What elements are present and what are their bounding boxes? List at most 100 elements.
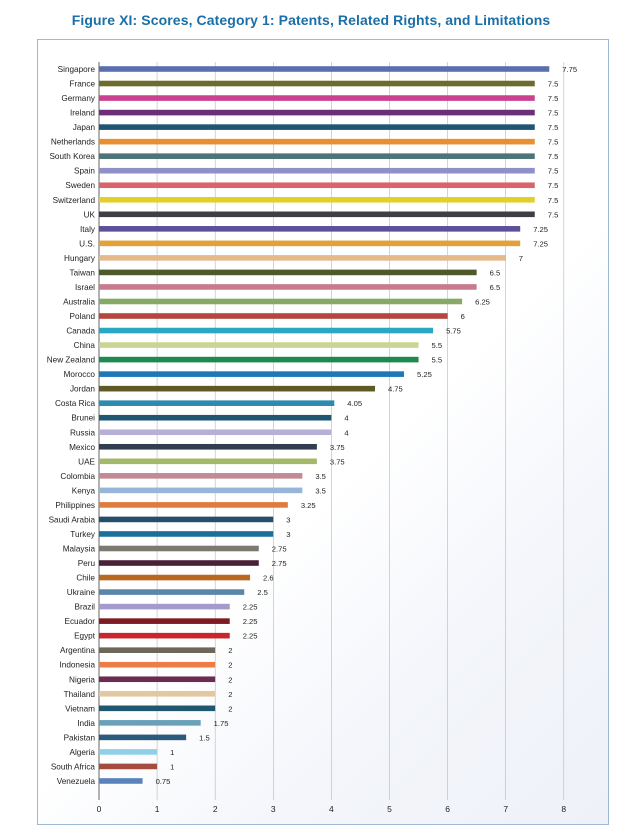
value-label: 1.5	[199, 733, 210, 742]
value-label: 7.5	[548, 196, 559, 205]
bar	[99, 749, 158, 755]
value-label: 2	[228, 704, 232, 713]
chart-title: Figure XI: Scores, Category 1: Patents, …	[71, 12, 551, 28]
category-label: Russia	[70, 428, 95, 437]
value-label: 2.25	[243, 603, 258, 612]
bar	[99, 560, 259, 566]
bar	[99, 632, 230, 639]
value-label: 0.75	[156, 777, 171, 786]
category-label: Philippines	[55, 501, 95, 510]
value-label: 7.5	[548, 181, 559, 190]
category-label: Thailand	[64, 690, 96, 699]
category-label: Venezuela	[57, 777, 96, 786]
bar	[99, 458, 317, 465]
value-label: 7.5	[548, 152, 559, 161]
category-label: Brunei	[71, 414, 95, 423]
bar	[99, 603, 230, 610]
value-label: 7.25	[533, 225, 548, 234]
category-label: Saudi Arabia	[49, 515, 96, 524]
bar	[99, 153, 535, 159]
category-label: Vietnam	[65, 704, 95, 713]
bar	[99, 778, 143, 784]
bar	[99, 269, 477, 276]
category-label: Hungary	[64, 254, 96, 263]
value-label: 7.5	[548, 210, 559, 219]
category-label: Malaysia	[63, 544, 96, 553]
category-label: Taiwan	[70, 268, 96, 277]
value-label: 5.75	[446, 327, 461, 336]
value-label: 2.5	[257, 588, 268, 597]
category-label: Israel	[75, 283, 95, 292]
bar	[99, 196, 535, 203]
bar	[99, 124, 535, 130]
category-label: Argentina	[60, 646, 95, 655]
category-label: Japan	[73, 123, 96, 132]
value-label: 3.5	[315, 486, 326, 495]
value-label: 2.75	[272, 559, 287, 568]
category-label: Morocco	[64, 370, 96, 379]
bar	[99, 211, 535, 218]
x-tick-label: 0	[97, 804, 102, 814]
bar	[99, 313, 448, 319]
category-label: India	[77, 719, 95, 728]
value-label: 5.5	[432, 341, 443, 350]
bar	[99, 487, 303, 494]
category-label: South Korea	[49, 152, 95, 161]
category-label: Germany	[61, 94, 96, 103]
category-label: Chile	[76, 574, 95, 583]
category-label: U.S.	[79, 239, 95, 248]
value-label: 1	[170, 748, 174, 757]
category-label: New Zealand	[47, 356, 96, 365]
bar	[99, 284, 477, 290]
value-label: 6.5	[490, 283, 501, 292]
bar	[99, 647, 216, 653]
bar	[99, 327, 434, 334]
bar	[99, 80, 535, 87]
value-label: 6	[461, 312, 465, 321]
value-label: 4	[344, 428, 348, 437]
bar	[99, 255, 506, 261]
category-label: Ukraine	[67, 588, 96, 597]
category-label: Turkey	[70, 530, 96, 539]
category-label: Sweden	[65, 181, 95, 190]
category-label: Mexico	[69, 443, 95, 452]
bar	[99, 371, 405, 377]
category-label: Spain	[74, 167, 95, 176]
bar	[99, 226, 521, 232]
value-label: 2.6	[263, 574, 274, 583]
category-label: Brazil	[75, 603, 96, 612]
bar	[99, 531, 274, 537]
value-label: 7.25	[533, 239, 548, 248]
bar	[99, 545, 259, 552]
bar	[99, 734, 187, 741]
bars	[99, 66, 550, 784]
x-tick-label: 6	[445, 804, 450, 814]
category-label: Kenya	[72, 486, 96, 495]
category-label: Italy	[80, 225, 96, 234]
value-label: 3	[286, 530, 290, 539]
bar	[99, 400, 335, 406]
value-label: 4	[344, 414, 348, 423]
x-tick-label: 7	[503, 804, 508, 814]
category-label: UAE	[78, 457, 95, 466]
value-label: 5.5	[432, 356, 443, 365]
value-label: 2.75	[272, 544, 287, 553]
value-label: 3.75	[330, 457, 345, 466]
bar	[99, 443, 317, 450]
value-label: 7.5	[548, 123, 559, 132]
category-label: Netherlands	[51, 138, 95, 147]
bar	[99, 473, 303, 479]
value-label: 2	[228, 675, 232, 684]
value-label: 4.75	[388, 385, 403, 394]
bar	[99, 720, 201, 726]
bar	[99, 414, 332, 421]
value-labels: 7.757.57.57.57.57.57.57.57.57.57.57.257.…	[156, 65, 577, 786]
value-label: 6.25	[475, 297, 490, 306]
bar	[99, 385, 375, 392]
x-tick-label: 2	[213, 804, 218, 814]
bar	[99, 676, 216, 683]
bar	[99, 429, 332, 436]
category-label: Canada	[66, 327, 95, 336]
x-tick-label: 5	[387, 804, 392, 814]
value-label: 7	[519, 254, 523, 263]
